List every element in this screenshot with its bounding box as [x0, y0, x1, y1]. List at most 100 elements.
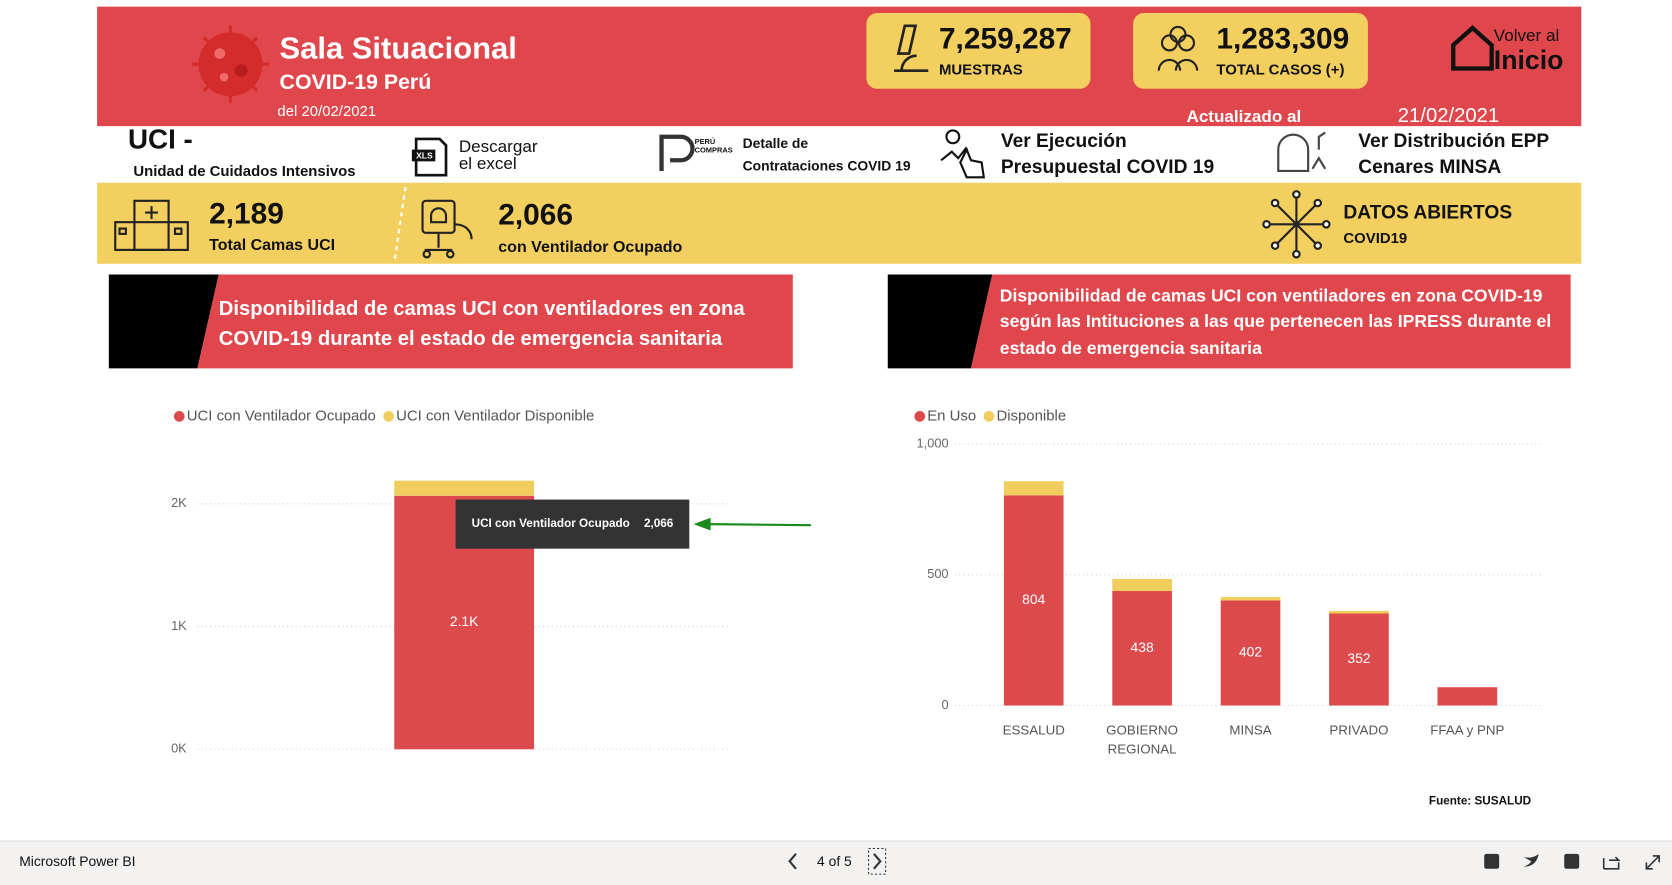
stat-label: Total Camas UCI [209, 237, 335, 254]
bar-segment [1437, 687, 1498, 706]
y-tick-label: 0K [171, 741, 187, 756]
kpi-label: TOTAL CASOS (+) [1216, 62, 1344, 79]
epp-link[interactable]: Ver Distribución EPP Cenares MINSA [1277, 131, 1549, 178]
data-label: 402 [1239, 644, 1262, 660]
link-text[interactable]: Cenares MINSA [1358, 157, 1501, 178]
app-name: Microsoft Power BI [19, 853, 135, 869]
prev-page[interactable] [788, 853, 797, 870]
bar-segment [1220, 600, 1281, 706]
link-text[interactable]: Presupuestal COVID 19 [1001, 157, 1214, 178]
linkedin[interactable] [1484, 853, 1500, 869]
open-data-title[interactable]: DATOS ABIERTOS [1343, 203, 1512, 224]
budget-link[interactable]: Ver Ejecución Presupuestal COVID 19 [940, 129, 1214, 179]
xls-icon-text: XLS [416, 150, 433, 160]
bar-segment [1329, 610, 1389, 614]
x-tick-label-box: ESSALUD [1002, 722, 1065, 738]
data-label: 804 [1022, 591, 1045, 607]
tooltip-box [455, 499, 690, 549]
x-tick-label: FFAA y PNP [1430, 722, 1505, 738]
home-button[interactable]: Volver al Inicio [1451, 25, 1564, 75]
x-tick-label-box: PRIVADO [1329, 722, 1389, 738]
annotation-arrow [693, 517, 811, 531]
stat-value: 2,189 [209, 198, 284, 231]
open-data-icon [1262, 190, 1331, 259]
chart-title: estado de emergencia sanitaria [1000, 338, 1262, 358]
kpi-card [1133, 13, 1368, 89]
chart-title: Disponibilidad de camas UCI con ventilad… [1000, 286, 1543, 306]
legend-marker [173, 411, 185, 422]
download-link[interactable]: XLS Descargar el excel [411, 137, 538, 177]
legend-label: UCI con Ventilador Ocupado [187, 407, 376, 424]
link-text[interactable]: Descargar [459, 137, 538, 156]
legend-label: Disponible [996, 407, 1066, 424]
x-tick-label-box: FFAA y PNP [1430, 722, 1505, 738]
title: Sala Situacional [280, 31, 517, 66]
bar-segment [1112, 591, 1172, 706]
bar-segment [1329, 613, 1389, 706]
next-page-focus [868, 847, 887, 875]
bar-segment [1003, 481, 1064, 496]
bar-segment [1112, 578, 1172, 592]
data-label: 2.1K [450, 613, 479, 629]
tooltip-label: UCI con Ventilador Ocupado [472, 517, 630, 530]
updated-date: 21/02/2021 [1398, 105, 1499, 127]
kpi-value: 1,283,309 [1216, 23, 1349, 56]
x-tick-label: GOBIERNO REGIONAL [1106, 722, 1179, 757]
page-indicator: 4 of 5 [817, 853, 852, 869]
share[interactable] [1602, 856, 1621, 870]
fullscreen[interactable] [1645, 855, 1660, 870]
x-tick-label: MINSA [1229, 722, 1272, 738]
link-text[interactable]: Contrataciones COVID 19 [743, 157, 911, 173]
link-text[interactable]: Ver Ejecución [1001, 131, 1127, 152]
title-accent [108, 274, 219, 369]
y-tick-label: 500 [927, 566, 948, 581]
kpi-label: MUESTRAS [939, 62, 1023, 79]
contracts-link[interactable]: PERÚ COMPRAS Detalle de Contrataciones C… [659, 134, 911, 173]
stat-label: con Ventilador Ocupado [498, 239, 682, 256]
x-tick-label-box: MINSA [1229, 722, 1272, 738]
footer-bar [0, 841, 1672, 885]
hospital-icon [114, 199, 189, 251]
subtitle: COVID-19 Perú [280, 70, 432, 94]
bar-segment [394, 480, 535, 496]
link-text[interactable]: Detalle de [743, 135, 809, 151]
x-tick-label: PRIVADO [1329, 722, 1389, 738]
separator [393, 186, 407, 260]
x-tick-label: ESSALUD [1002, 722, 1065, 738]
legend-marker [383, 411, 394, 422]
open-data-subtitle[interactable]: COVID19 [1343, 230, 1407, 247]
bar-segment [1220, 597, 1281, 601]
legend-marker [983, 411, 995, 422]
y-tick-label: 2K [171, 495, 187, 510]
next-page[interactable] [873, 853, 882, 870]
tooltip-value: 2,066 [644, 517, 674, 530]
stats-band [97, 182, 1582, 264]
chart-title: según las Intituciones a las que pertene… [1000, 311, 1551, 331]
link-text[interactable]: Ver Distribución EPP [1358, 131, 1549, 152]
chart-title-box [970, 274, 1571, 369]
updated-label: Actualizado al [1187, 107, 1302, 126]
source: Fuente: SUSALUD [1429, 795, 1531, 808]
badge-text: COMPRAS [695, 146, 733, 155]
y-tick-label: 0 [941, 697, 948, 712]
facebook[interactable] [1564, 853, 1580, 869]
data-label: 352 [1347, 650, 1370, 666]
data-label: 438 [1131, 639, 1154, 655]
legend-label: UCI con Ventilador Disponible [396, 407, 594, 424]
home-label[interactable]: Volver al [1494, 26, 1559, 45]
share-icons [1484, 853, 1660, 870]
section-title: UCI - [128, 123, 193, 154]
twitter[interactable] [1523, 853, 1539, 867]
x-tick-label-box: GOBIERNO REGIONAL [1106, 722, 1179, 757]
home-label[interactable]: Inicio [1494, 45, 1564, 75]
y-tick-label: 1,000 [917, 435, 949, 450]
bar-segment [1003, 495, 1064, 706]
link-text[interactable]: el excel [459, 154, 517, 173]
ventilator-icon [421, 199, 473, 259]
stat-value: 2,066 [498, 199, 573, 232]
people-icon [1157, 25, 1199, 71]
chart-title: Disponibilidad de camas UCI con ventilad… [219, 298, 746, 320]
microscope-icon [894, 24, 929, 72]
